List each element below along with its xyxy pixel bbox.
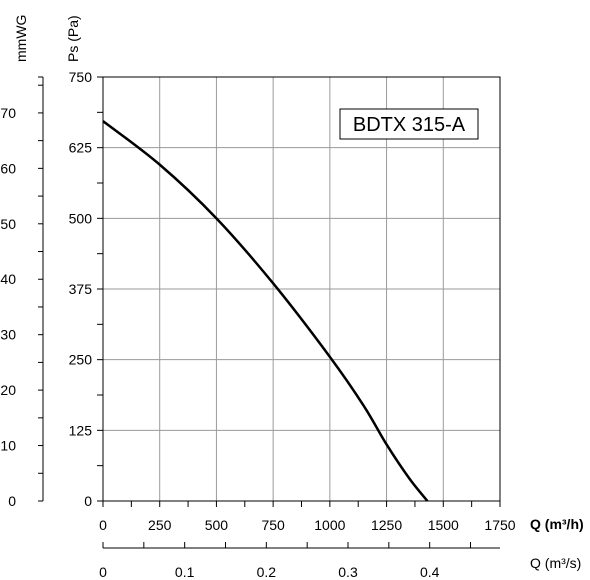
y-tick-label: 0 — [84, 493, 92, 509]
x2-tick-label: 0.2 — [257, 564, 277, 580]
x-axis-title: Q (m³/h) — [530, 516, 584, 532]
y2-tick-label: 70 — [0, 105, 16, 121]
y2-axis-title: mmWG — [13, 15, 29, 62]
tick-labels: 0 250 500 750 1000 1250 1500 175001252503755006… — [0, 69, 515, 580]
y-axis-title: Ps (Pa) — [65, 15, 81, 62]
x-tick-label: 0 — [99, 517, 107, 533]
y2-tick-label: 40 — [0, 271, 16, 287]
y2-tick-label: 10 — [0, 438, 16, 454]
x2-tick-label: 0.3 — [338, 564, 358, 580]
y2-tick-label: 30 — [0, 327, 16, 343]
y2-tick-label: 60 — [0, 160, 16, 176]
x-tick-label: 750 — [261, 517, 285, 533]
x2-tick-label: 0.4 — [420, 564, 440, 580]
series-layer — [102, 120, 429, 502]
x-tick-label: 1250 — [371, 517, 402, 533]
y-tick-label: 625 — [69, 140, 93, 156]
x-tick-label: 1500 — [428, 517, 459, 533]
y-tick-label: 500 — [69, 210, 93, 226]
x-tick-label: 1000 — [314, 517, 345, 533]
series-line — [102, 120, 429, 502]
y2-tick-label: 20 — [0, 382, 16, 398]
y2-tick-label: 50 — [0, 216, 16, 232]
y-tick-label: 250 — [69, 352, 93, 368]
model-label-box — [339, 108, 479, 140]
x-tick-label: 500 — [205, 517, 229, 533]
x2-tick-label: 0 — [99, 564, 107, 580]
x-tick-label: 250 — [148, 517, 172, 533]
y-tick-label: 375 — [69, 281, 93, 297]
y-tick-label: 125 — [69, 422, 93, 438]
x-tick-label: 1750 — [484, 517, 515, 533]
x2-tick-label: 0.1 — [175, 564, 195, 580]
ticks — [38, 76, 501, 548]
x2-axis-title: Q (m³/s) — [530, 555, 581, 571]
model-label: BDTX 315-A — [353, 114, 466, 136]
y2-tick-label: 0 — [8, 493, 16, 509]
grid — [103, 77, 500, 501]
y-tick-label: 750 — [69, 69, 93, 85]
